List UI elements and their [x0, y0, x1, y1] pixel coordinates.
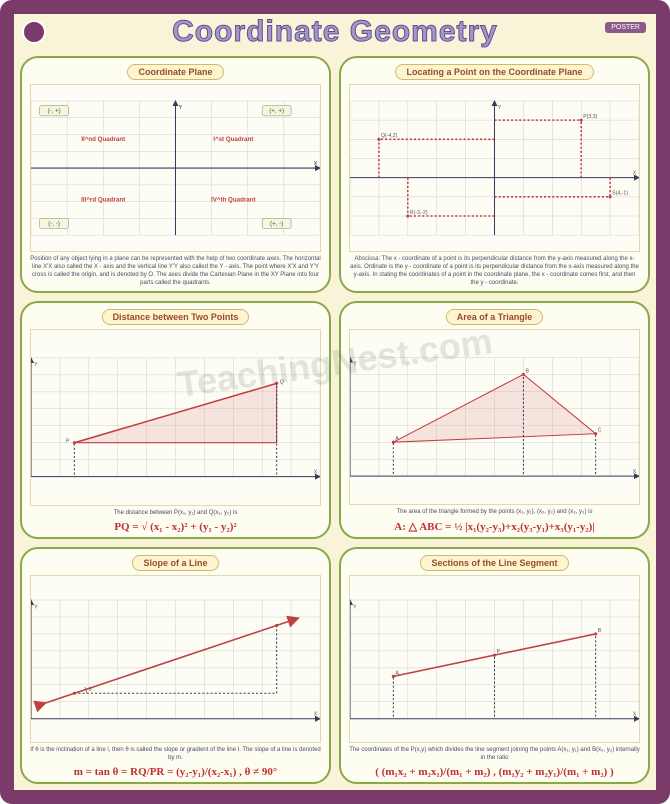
svg-text:Y: Y — [34, 604, 38, 610]
panel-0: Coordinate Plane I^st Quadrant II^nd Quad… — [20, 56, 331, 293]
svg-text:Q: Q — [280, 380, 284, 386]
svg-text:B: B — [598, 628, 602, 634]
svg-text:X: X — [633, 469, 637, 475]
svg-text:Y: Y — [498, 105, 502, 111]
panel-formula: m = tan θ = RQ/PR = (y₂-y₁)/(x₂-x₁) , θ … — [30, 766, 321, 778]
panel-grid: Coordinate Plane I^st Quadrant II^nd Quad… — [20, 56, 650, 784]
svg-text:IV^th Quadrant: IV^th Quadrant — [211, 197, 256, 204]
svg-text:Y: Y — [34, 363, 38, 369]
chart-area: A P B X Y — [349, 575, 640, 744]
panel-description: Position of any object lying in a plane … — [30, 256, 321, 287]
svg-text:P: P — [497, 649, 501, 655]
panel-description: The distance between P(x₁, y₁) and Q(x₂,… — [30, 510, 321, 518]
svg-text:I^st Quadrant: I^st Quadrant — [213, 136, 253, 143]
panel-description: If θ is the inclination of a line l, the… — [30, 747, 321, 763]
svg-text:Q(-4,2): Q(-4,2) — [381, 133, 398, 139]
panel-title: Area of a Triangle — [446, 309, 544, 325]
title-bar: Coordinate Geometry — [8, 8, 662, 56]
poster-frame: Coordinate Geometry POSTER Coordinate Pl… — [0, 0, 670, 804]
panel-title: Slope of a Line — [132, 555, 218, 571]
panel-description: The area of the triangle formed by the p… — [349, 509, 640, 517]
svg-text:X: X — [633, 711, 637, 717]
panel-title: Distance between Two Points — [102, 309, 250, 325]
svg-text:(+, -): (+, -) — [270, 220, 283, 227]
svg-text:X: X — [314, 161, 318, 167]
svg-text:A: A — [395, 436, 399, 442]
panel-formula: PQ = √ (x₁ - x₂)² + (y₁ - y₂)² — [30, 521, 321, 533]
svg-text:B: B — [525, 369, 529, 375]
panel-3: Area of a Triangle A B C X Y The area of the … — [339, 301, 650, 538]
svg-text:(-, -): (-, -) — [48, 220, 60, 227]
top-right-label: POSTER — [605, 22, 646, 33]
panel-5: Sections of the Line Segment A P B X Y The co… — [339, 547, 650, 784]
chart-area: θ X Y — [30, 575, 321, 744]
panel-4: Slope of a Line θ X Y If θ is the inclinati… — [20, 547, 331, 784]
chart-area: A B C X Y — [349, 329, 640, 505]
svg-text:R(-3,-2): R(-3,-2) — [410, 210, 428, 216]
panel-description: The coordinates of the P(x,y) which divi… — [349, 747, 640, 763]
svg-text:(-, +): (-, +) — [48, 108, 61, 115]
svg-text:A: A — [395, 670, 399, 676]
svg-text:II^nd Quadrant: II^nd Quadrant — [81, 136, 125, 143]
svg-text:C: C — [598, 428, 602, 434]
panel-title: Coordinate Plane — [127, 64, 223, 80]
svg-text:X: X — [314, 470, 318, 476]
svg-text:P: P — [66, 439, 70, 445]
svg-text:Y: Y — [179, 105, 183, 111]
panel-2: Distance between Two Points P Q X Y The dist… — [20, 301, 331, 538]
panel-1: Locating a Point on the Coordinate Plane… — [339, 56, 650, 293]
svg-text:X: X — [314, 711, 318, 717]
svg-text:III^rd Quadrant: III^rd Quadrant — [81, 197, 125, 204]
svg-text:P(3,3): P(3,3) — [583, 114, 597, 120]
svg-text:θ: θ — [89, 687, 92, 693]
svg-text:X: X — [633, 171, 637, 177]
panel-formula: ( (m₁x₂ + m₂x₁)/(m₁ + m₂) , (m₁y₂ + m₂y₁… — [349, 766, 640, 778]
chart-area: I^st Quadrant II^nd Quadrant III^rd Quadra… — [30, 84, 321, 252]
svg-text:Y: Y — [353, 604, 357, 610]
panel-description: Abscissa: The x - coordinate of a point … — [349, 256, 640, 287]
panel-title: Sections of the Line Segment — [420, 555, 568, 571]
poster-title: Coordinate Geometry — [172, 15, 498, 49]
panel-title: Locating a Point on the Coordinate Plane — [395, 64, 593, 80]
svg-text:Y: Y — [353, 362, 357, 368]
svg-text:(+, +): (+, +) — [269, 108, 284, 115]
svg-text:S(4,-1): S(4,-1) — [612, 191, 628, 197]
chart-area: P Q X Y — [30, 329, 321, 506]
chart-area: P(3,3) Q(-4,2) R(-3,-2) S(4,-1) X Y — [349, 84, 640, 252]
panel-formula: A: △ ABC = ½ |x₁(y₂-y₃)+x₂(y₃-y₁)+x₃(y₁-… — [349, 520, 640, 533]
